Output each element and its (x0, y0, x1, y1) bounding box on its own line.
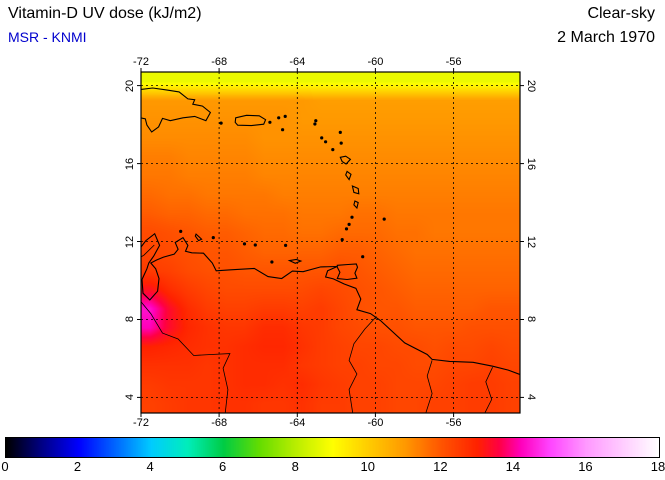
st-lucia-coast (353, 200, 359, 210)
islet-dot (382, 217, 386, 221)
south-america-coast (141, 232, 520, 376)
islet-dot (313, 122, 317, 126)
lon-tick-label-top: -68 (211, 56, 228, 68)
curacao-coast (194, 233, 203, 242)
sky-condition-label: Clear-sky (587, 5, 655, 22)
lon-tick-label-bottom: -68 (211, 417, 228, 429)
lat-tick-label-left: 8 (124, 316, 136, 323)
islet-dot (340, 238, 344, 242)
islet-dot (281, 128, 285, 132)
islet-dot (179, 229, 183, 233)
colorbar-tick-label: 16 (578, 459, 593, 474)
islet-dot (320, 136, 324, 140)
trinidad-coast (336, 263, 359, 281)
colorbar-tick-label: 14 (505, 459, 521, 474)
islet-dot (242, 242, 247, 246)
map-overlay-svg (137, 68, 524, 417)
lon-tick-label-bottom: -64 (289, 417, 306, 429)
lon-tick-label-bottom: -60 (367, 417, 384, 429)
colorbar-tick-label: 0 (1, 459, 9, 474)
lon-tick-label-bottom: -72 (133, 417, 149, 429)
date-label: 2 March 1970 (557, 29, 655, 46)
page-title: Vitamin-D UV dose (kJ/m2) (8, 5, 202, 22)
islet-dot (277, 116, 281, 120)
colorbar-tick-label: 2 (73, 459, 82, 474)
islet-dot (361, 255, 365, 259)
colorbar-tick-label: 4 (146, 459, 154, 474)
colorbar-tick-label: 8 (291, 459, 299, 474)
lat-tick-label-left: 20 (124, 79, 136, 92)
colorbar-tick-label: 18 (650, 459, 665, 474)
lon-tick-label-top: -72 (133, 56, 149, 68)
colorbar-canvas (5, 437, 660, 458)
islet-dot (219, 121, 223, 125)
islet-dot (283, 114, 287, 118)
margarita-coast (287, 258, 303, 264)
border-venezuela-guyana (348, 316, 377, 413)
lon-tick-label-top: -60 (367, 56, 384, 68)
islet-dot (347, 222, 351, 226)
islet-dot (338, 130, 342, 134)
lat-tick-label-right: 12 (525, 235, 537, 248)
lat-tick-label-right: 8 (525, 316, 537, 323)
islet-dot (331, 148, 335, 152)
islet-dot (350, 215, 354, 219)
lon-tick-label-top: -56 (445, 56, 462, 68)
hispaniola-coast (141, 87, 212, 133)
lat-tick-label-right: 4 (525, 394, 537, 401)
guadeloupe-coast (339, 155, 352, 165)
islet-dot (324, 140, 328, 144)
lat-tick-label-left: 12 (124, 235, 136, 248)
lat-tick-label-left: 4 (124, 394, 136, 401)
lon-tick-label-bottom: -56 (445, 417, 462, 429)
uv-dose-heatmap-canvas (141, 72, 520, 413)
border-suriname-french-guiana (484, 367, 493, 413)
border-colombia-venezuela (141, 301, 231, 413)
colorbar-tick-label: 12 (433, 459, 448, 474)
lat-tick-label-right: 16 (525, 157, 537, 170)
lat-tick-label-right: 20 (525, 79, 537, 92)
colorbar-tick-label: 6 (219, 459, 227, 474)
data-source-label: MSR - KNMI (8, 29, 87, 45)
islet-dot (211, 236, 215, 240)
dominica-coast (345, 170, 352, 181)
islet-dot (314, 119, 318, 123)
martinique-coast (351, 185, 360, 195)
border-guajira (141, 244, 155, 258)
lat-tick-label-left: 16 (124, 157, 136, 170)
islet-dot (253, 243, 257, 247)
puerto-rico-coast (234, 114, 267, 127)
islet-dot (344, 227, 349, 231)
islet-dot (284, 243, 288, 247)
map-overlay (135, 66, 526, 419)
islet-dot (339, 141, 343, 145)
map-frame (140, 71, 521, 414)
border-guyana-suriname (425, 360, 433, 413)
islet-dot (268, 120, 272, 124)
lon-tick-label-top: -64 (289, 56, 306, 68)
colorbar-tick-label: 10 (360, 459, 375, 474)
islet-dot (270, 260, 274, 264)
